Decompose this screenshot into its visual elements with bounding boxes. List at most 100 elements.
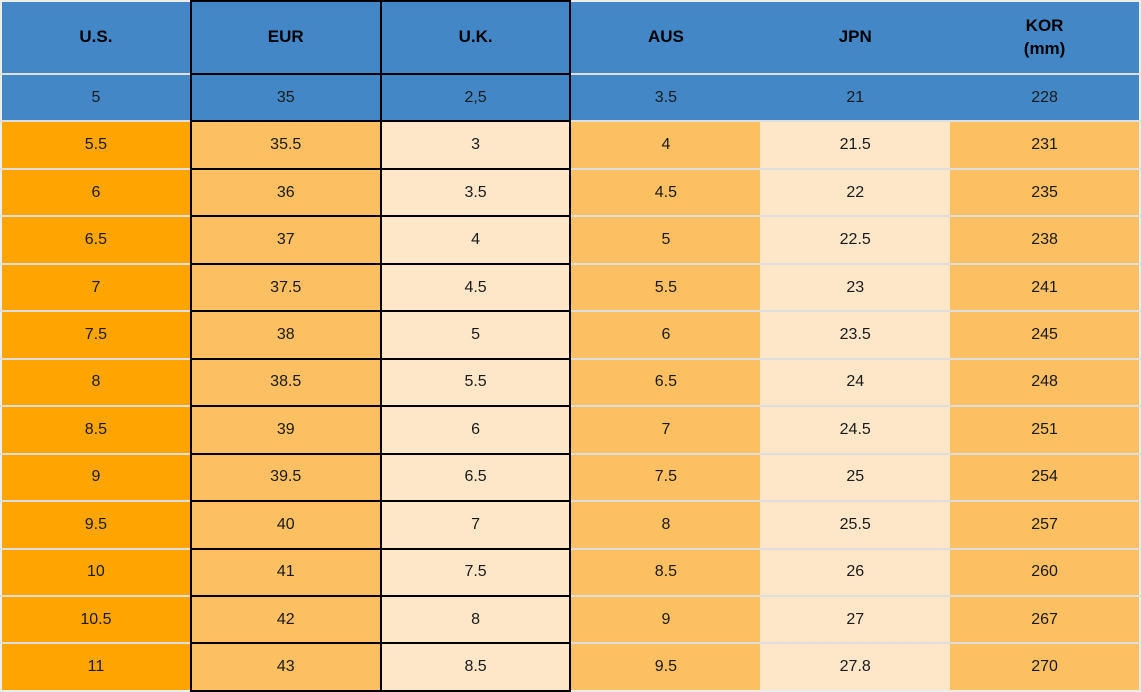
cell-jpn: 24.5 [760,405,951,454]
column-header-sublabel: (mm) [1023,38,1066,58]
column-header-label: JPN [838,27,872,47]
cell-jpn: 26 [760,547,951,596]
cell-jpn: 23 [760,262,951,312]
cell-aus: 7 [570,405,761,454]
cell-kor: 254 [950,452,1140,502]
table-row: 8.5 39 6 7 24.5 251 [1,405,1140,455]
table-row: 6.5 37 4 5 22.5 238 [1,215,1140,265]
table-row: 7.5 38 5 6 23.5 245 [1,310,1140,360]
cell-eur: 42 [189,594,382,645]
cell-kor: 267 [950,594,1140,644]
column-header-label: AUS [647,27,684,47]
cell-uk: 7.5 [379,547,572,597]
table-row: 11 43 8.5 9.5 27.8 270 [1,642,1140,692]
cell-us: 7 [1,262,191,312]
cell-eur: 35 [189,72,382,123]
cell-us: 7.5 [1,310,191,359]
cell-kor: 235 [950,167,1140,217]
column-header-kor: KOR (mm) [950,1,1140,74]
cell-kor: 231 [950,120,1140,169]
cell-uk: 4 [379,215,572,265]
table-row: 10 41 7.5 8.5 26 260 [1,547,1140,597]
cell-jpn: 25 [760,452,951,502]
cell-aus: 5.5 [570,262,761,312]
cell-eur: 37.5 [189,262,382,313]
column-header-label: U.K. [458,27,493,47]
cell-eur: 43 [189,642,382,692]
cell-us: 5 [1,72,191,122]
column-header-eur: EUR [189,0,382,75]
cell-kor: 238 [950,215,1140,264]
table-row: 7 37.5 4.5 5.5 23 241 [1,262,1140,313]
column-header-label: U.S. [79,27,113,47]
cell-kor: 245 [950,310,1140,359]
cell-eur: 38.5 [189,357,382,408]
cell-uk: 8.5 [379,642,572,692]
cell-eur: 39.5 [189,452,382,503]
cell-eur: 36 [189,167,382,218]
cell-uk: 5.5 [379,357,572,408]
column-header-label: KOR [1025,16,1064,36]
cell-us: 10 [1,547,191,596]
table-row: 10.5 42 8 9 27 267 [1,594,1140,645]
cell-uk: 3.5 [379,167,572,218]
cell-us: 11 [1,642,191,691]
cell-us: 9 [1,452,191,502]
cell-aus: 3.5 [570,72,761,122]
cell-aus: 8 [570,500,761,549]
cell-jpn: 21 [760,72,951,122]
cell-eur: 39 [189,405,382,455]
cell-us: 9.5 [1,500,191,549]
cell-us: 6.5 [1,215,191,264]
cell-eur: 41 [189,547,382,597]
column-header-aus: AUS [570,1,761,74]
cell-uk: 2,5 [379,72,572,123]
cell-kor: 257 [950,500,1140,549]
cell-aus: 4.5 [570,167,761,217]
cell-eur: 38 [189,310,382,360]
cell-kor: 270 [950,642,1140,691]
table-row: 9.5 40 7 8 25.5 257 [1,500,1140,550]
column-header-us: U.S. [1,1,191,74]
cell-jpn: 22 [760,167,951,217]
cell-uk: 4.5 [379,262,572,313]
cell-jpn: 24 [760,357,951,407]
table-body: 5 35 2,5 3.5 21 228 5.5 35.5 3 4 21.5 231 6 36 3.5 4.5 2… [1,72,1140,692]
cell-aus: 4 [570,120,761,169]
cell-jpn: 21.5 [760,120,951,169]
cell-us: 10.5 [1,594,191,644]
table-row: 5 35 2,5 3.5 21 228 [1,72,1140,123]
table-row: 6 36 3.5 4.5 22 235 [1,167,1140,218]
table-header: U.S. EUR U.K. AUS JPN KOR (mm) [1,0,1140,75]
cell-eur: 37 [189,215,382,265]
cell-kor: 228 [950,72,1140,122]
cell-uk: 7 [379,500,572,550]
cell-us: 8 [1,357,191,407]
cell-aus: 6.5 [570,357,761,407]
table-header-row: U.S. EUR U.K. AUS JPN KOR (mm) [1,0,1140,75]
cell-aus: 5 [570,215,761,264]
cell-eur: 40 [189,500,382,550]
cell-uk: 5 [379,310,572,360]
cell-jpn: 22.5 [760,215,951,264]
column-header-uk: U.K. [379,0,572,75]
table-row: 5.5 35.5 3 4 21.5 231 [1,120,1140,170]
cell-jpn: 25.5 [760,500,951,549]
cell-eur: 35.5 [189,120,382,170]
cell-us: 5.5 [1,120,191,169]
cell-kor: 241 [950,262,1140,312]
cell-uk: 3 [379,120,572,170]
cell-uk: 8 [379,594,572,645]
cell-uk: 6 [379,405,572,455]
cell-aus: 7.5 [570,452,761,502]
cell-aus: 6 [570,310,761,359]
column-header-label: EUR [267,27,304,47]
cell-aus: 9 [570,594,761,644]
table-row: 8 38.5 5.5 6.5 24 248 [1,357,1140,408]
cell-aus: 8.5 [570,547,761,596]
cell-jpn: 27 [760,594,951,644]
cell-kor: 260 [950,547,1140,596]
cell-uk: 6.5 [379,452,572,503]
cell-aus: 9.5 [570,642,761,691]
